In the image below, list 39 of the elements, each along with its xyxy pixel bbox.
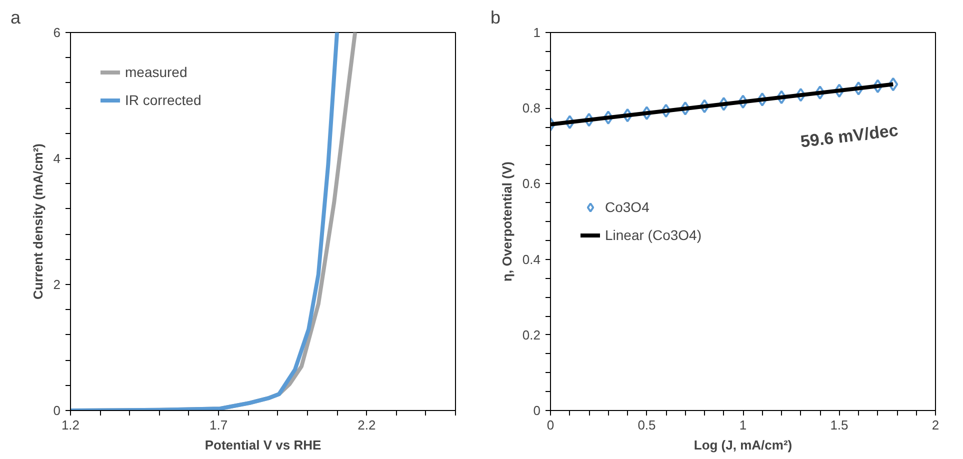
x-tick-label: 1.7 xyxy=(210,418,228,432)
point xyxy=(834,84,844,98)
x-tick-label: 1 xyxy=(739,418,747,432)
y-axis-title: Current density (mA/cm²) xyxy=(30,143,46,300)
y-tick-label: 0.2 xyxy=(522,327,541,342)
point xyxy=(888,77,898,92)
legend-label: Co3O4 xyxy=(605,199,650,215)
point xyxy=(757,92,768,106)
y-tick-label: 0 xyxy=(53,403,61,418)
legend-label: Linear (Co3O4) xyxy=(605,227,702,243)
y-tick-label: 0.6 xyxy=(522,176,541,192)
point xyxy=(796,88,806,102)
y-tick-label: 0.4 xyxy=(522,252,541,267)
y-tick-label: 0.8 xyxy=(522,100,541,116)
x-axis-title: Log (J, mA/cm²) xyxy=(694,438,792,452)
point xyxy=(680,101,690,116)
point xyxy=(603,110,614,125)
y-tick-label: 1 xyxy=(533,25,541,40)
y-axis-title: η, Overpotential (V) xyxy=(499,162,514,282)
chart-title: a xyxy=(10,8,22,28)
y-tick-label: 6 xyxy=(53,25,61,40)
x-axis-title: Potential V vs RHE xyxy=(204,438,322,452)
annotation: 59.6 mV/dec xyxy=(799,120,900,152)
point xyxy=(872,79,883,94)
legend-label: measured xyxy=(125,64,188,80)
x-tick-label: 1.2 xyxy=(61,418,80,432)
x-tick-label: 2.2 xyxy=(358,418,376,432)
chart-title: b xyxy=(490,8,501,28)
x-tick-label: 2 xyxy=(932,418,940,432)
point xyxy=(642,106,652,120)
point xyxy=(718,96,729,111)
point xyxy=(564,115,575,130)
legend-label: IR corrected xyxy=(125,92,202,108)
y-tick-label: 0 xyxy=(533,403,541,418)
x-tick-label: 1.5 xyxy=(830,418,848,432)
x-tick-label: 0 xyxy=(546,418,554,432)
x-tick-label: 0.5 xyxy=(638,418,656,432)
y-tick-label: 4 xyxy=(53,151,61,166)
y-tick-label: 2 xyxy=(53,277,61,292)
